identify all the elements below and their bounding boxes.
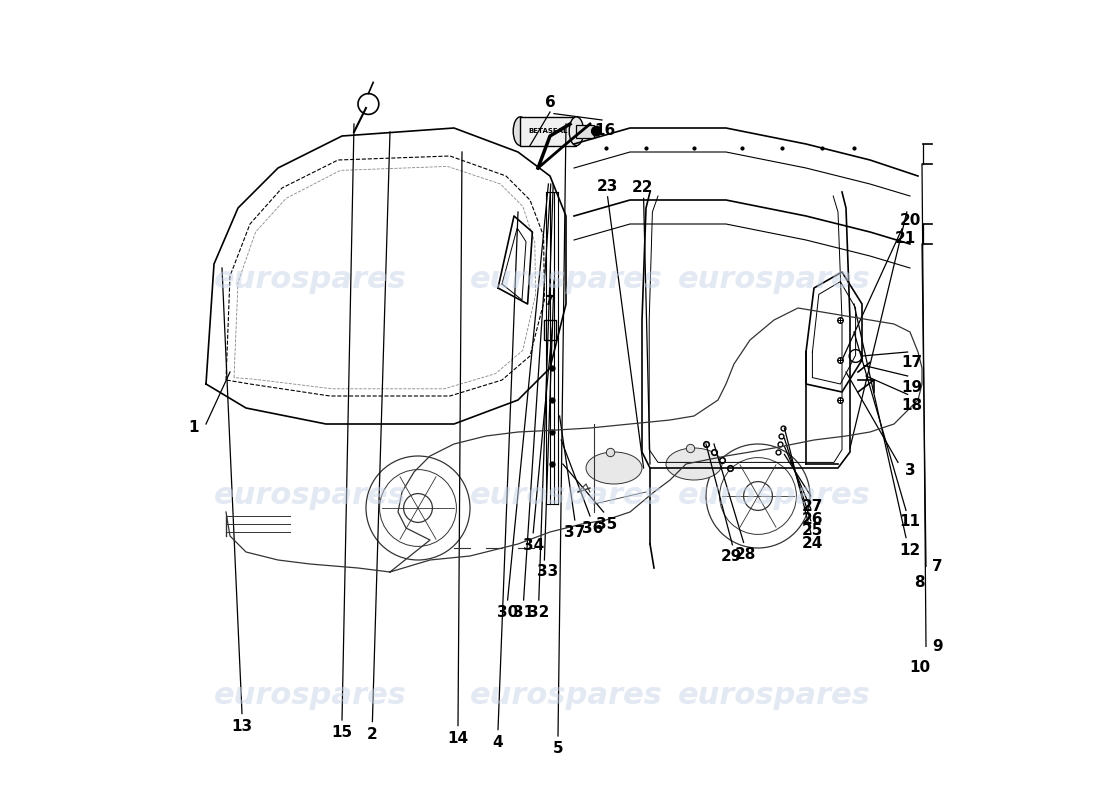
Ellipse shape	[586, 452, 642, 484]
Text: 32: 32	[528, 606, 550, 620]
Text: 35: 35	[596, 518, 617, 532]
Text: 1: 1	[189, 421, 199, 435]
Text: 30: 30	[497, 606, 518, 620]
Text: 31: 31	[513, 606, 535, 620]
Text: 2: 2	[367, 727, 377, 742]
Text: 36: 36	[582, 522, 603, 536]
Text: 28: 28	[735, 547, 756, 562]
Ellipse shape	[666, 448, 722, 480]
Ellipse shape	[514, 117, 528, 146]
Text: 37: 37	[564, 526, 585, 540]
Text: 12: 12	[900, 543, 921, 558]
Text: eurospares: eurospares	[678, 682, 870, 710]
Text: 33: 33	[537, 565, 558, 579]
Text: eurospares: eurospares	[213, 482, 406, 510]
Text: 19: 19	[901, 380, 922, 394]
Text: 26: 26	[802, 513, 823, 527]
Text: 34: 34	[522, 538, 543, 553]
Text: eurospares: eurospares	[213, 266, 406, 294]
Circle shape	[592, 126, 602, 136]
Text: 14: 14	[448, 731, 469, 746]
Text: 6: 6	[544, 95, 556, 110]
Text: 23: 23	[597, 179, 618, 194]
Text: 13: 13	[231, 719, 253, 734]
Text: 22: 22	[632, 181, 653, 195]
Text: 11: 11	[900, 514, 921, 529]
Text: 20: 20	[900, 214, 921, 228]
Bar	[543, 320, 556, 340]
Text: eurospares: eurospares	[213, 682, 406, 710]
Text: 8: 8	[914, 575, 925, 590]
Text: eurospares: eurospares	[678, 266, 870, 294]
Text: eurospares: eurospares	[470, 682, 662, 710]
Text: 25: 25	[802, 523, 823, 538]
Text: 3: 3	[904, 463, 915, 478]
Text: 16: 16	[595, 123, 616, 138]
Text: eurospares: eurospares	[470, 482, 662, 510]
Text: 17: 17	[901, 355, 922, 370]
Text: 5: 5	[552, 742, 563, 756]
Text: 10: 10	[909, 661, 931, 675]
Text: 18: 18	[901, 398, 922, 413]
Ellipse shape	[569, 117, 584, 146]
Text: 4: 4	[493, 735, 504, 750]
Bar	[520, 117, 576, 146]
Text: 15: 15	[331, 726, 353, 740]
Text: eurospares: eurospares	[470, 266, 662, 294]
Text: 21: 21	[894, 231, 916, 246]
Text: eurospares: eurospares	[678, 482, 870, 510]
Text: 29: 29	[720, 550, 742, 564]
Bar	[576, 125, 594, 138]
Text: 24: 24	[802, 537, 823, 551]
Text: 7: 7	[932, 559, 943, 574]
Text: BETASEAL: BETASEAL	[529, 128, 568, 134]
Text: 9: 9	[932, 639, 943, 654]
Text: 27: 27	[802, 499, 823, 514]
